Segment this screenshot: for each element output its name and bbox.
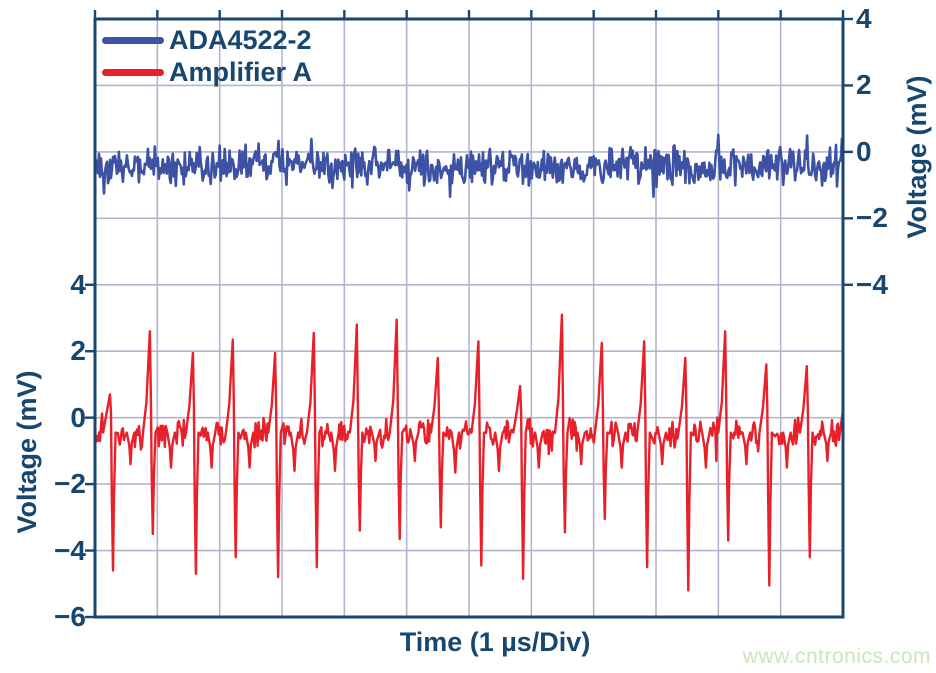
right-axis-tick-label: −4 [856, 269, 888, 300]
right-axis-tick-label: 0 [856, 136, 872, 167]
watermark-text: www.cntronics.com [742, 645, 931, 668]
grid-lines [95, 19, 843, 617]
legend-label: ADA4522-2 [169, 25, 312, 55]
legend-item-ada4522-2: ADA4522-2 [102, 24, 312, 56]
right-y-axis-title: Voltage (mV) [902, 75, 932, 239]
right-axis-tick-label: 2 [856, 69, 872, 100]
left-axis-tick-label: 2 [70, 335, 86, 366]
left-axis-tick-label: −4 [54, 535, 86, 566]
axis-tick-marks [85, 10, 853, 619]
red-line-swatch [102, 68, 164, 76]
left-y-axis-title: Voltage (mV) [12, 370, 42, 534]
right-axis-tick-label: 4 [856, 3, 872, 34]
legend: ADA4522-2 Amplifier A [102, 24, 312, 88]
ada4522-2-trace [95, 133, 843, 198]
blue-line-swatch [102, 36, 164, 44]
left-axis-tick-label: 0 [70, 402, 86, 433]
legend-label: Amplifier A [169, 57, 313, 87]
amplifier-a-trace [95, 313, 843, 592]
left-axis-tick-label: −2 [54, 468, 86, 499]
right-axis-tick-label: −2 [856, 202, 888, 233]
left-axis-tick-label: −6 [54, 601, 86, 632]
x-axis-title: Time (1 µs/Div) [399, 627, 591, 657]
left-axis-tick-label: 4 [70, 269, 86, 300]
plot-border [93, 17, 845, 619]
legend-item-amplifier-a: Amplifier A [102, 56, 312, 88]
